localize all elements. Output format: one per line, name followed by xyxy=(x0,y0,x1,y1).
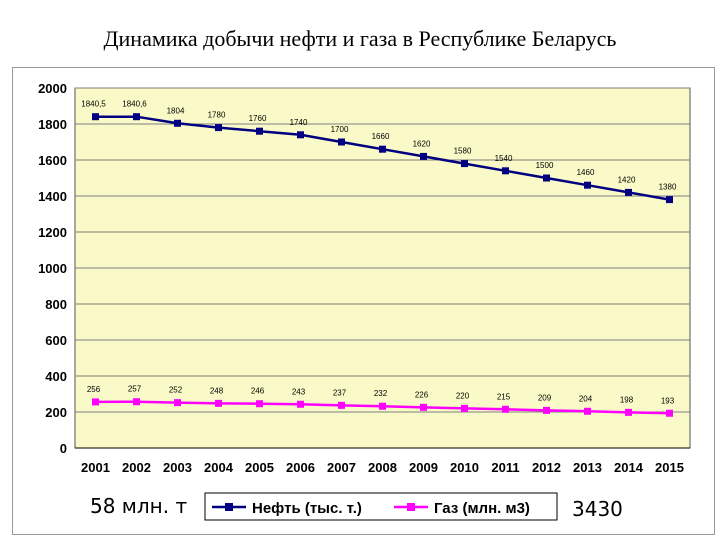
x-tick-label: 2014 xyxy=(614,460,644,475)
series-layer: 1840,5 1840,6 1804 1780 1760 1740 1700 1660 1620… xyxy=(81,100,677,417)
y-tick-label: 1000 xyxy=(38,261,67,276)
data-label: 246 xyxy=(251,387,265,396)
data-point xyxy=(666,196,673,204)
y-tick-label: 200 xyxy=(45,405,67,420)
data-point xyxy=(297,131,304,139)
data-point xyxy=(297,400,304,408)
data-point xyxy=(543,406,550,414)
data-point xyxy=(502,167,509,175)
data-point xyxy=(174,119,181,127)
x-tick-label: 2010 xyxy=(450,460,479,475)
data-label: 237 xyxy=(333,388,347,397)
data-label: 1420 xyxy=(618,175,636,184)
x-tick-label: 2011 xyxy=(491,460,519,475)
data-point xyxy=(625,408,632,416)
data-label: 1460 xyxy=(577,168,595,177)
data-point xyxy=(215,124,222,132)
y-tick-label: 1400 xyxy=(38,189,67,204)
legend-oil-label: Нефть (тыс. т.) xyxy=(252,500,362,517)
data-point xyxy=(256,127,263,135)
data-label: 248 xyxy=(210,386,224,395)
y-tick-label: 2000 xyxy=(38,81,67,96)
data-label: 220 xyxy=(456,391,470,400)
x-tick-label: 2013 xyxy=(573,460,602,475)
data-point xyxy=(256,400,263,408)
data-point xyxy=(379,402,386,410)
gas-total-note: 3430 xyxy=(572,497,623,521)
data-point xyxy=(174,399,181,407)
data-point xyxy=(461,160,468,168)
y-tick-label: 1200 xyxy=(38,225,67,240)
data-label: 1500 xyxy=(536,161,554,170)
data-point xyxy=(92,398,99,406)
data-label: 198 xyxy=(620,395,634,404)
data-label: 257 xyxy=(128,385,142,394)
data-point xyxy=(379,145,386,153)
data-point xyxy=(215,399,222,407)
data-label: 232 xyxy=(374,389,388,398)
data-label: 226 xyxy=(415,390,429,399)
x-tick-label: 2015 xyxy=(655,460,684,475)
x-tick-label: 2004 xyxy=(204,460,234,475)
oil-total-note: 58 млн. т xyxy=(90,494,188,518)
data-label: 1740 xyxy=(290,118,308,127)
legend-gas-marker xyxy=(407,503,415,511)
data-point xyxy=(666,409,673,417)
data-label: 209 xyxy=(538,393,552,402)
x-tick-label: 2012 xyxy=(532,460,561,475)
data-label: 1700 xyxy=(331,125,349,134)
data-label: 215 xyxy=(497,392,511,401)
x-tick-label: 2008 xyxy=(368,460,397,475)
legend: Нефть (тыс. т.) Газ (млн. м3) xyxy=(204,492,558,521)
data-point xyxy=(543,174,550,182)
data-point xyxy=(502,405,509,413)
y-tick-label: 400 xyxy=(45,369,67,384)
legend-gas-label: Газ (млн. м3) xyxy=(434,500,530,517)
page-title: Динамика добычи нефти и газа в Республик… xyxy=(103,26,617,51)
data-label: 252 xyxy=(169,386,183,395)
data-label: 243 xyxy=(292,387,306,396)
data-label: 204 xyxy=(579,394,593,403)
data-label: 1660 xyxy=(372,132,390,141)
y-tick-label: 0 xyxy=(60,441,67,456)
x-tick-label: 2005 xyxy=(245,460,274,475)
data-point xyxy=(133,113,140,121)
data-label: 1804 xyxy=(167,106,185,115)
data-label: 1620 xyxy=(413,139,431,148)
y-tick-label: 1800 xyxy=(38,117,67,132)
y-tick-label: 1600 xyxy=(38,153,67,168)
data-point xyxy=(584,407,591,415)
data-label: 1760 xyxy=(249,114,267,123)
x-tick-label: 2006 xyxy=(286,460,315,475)
data-label: 256 xyxy=(87,385,101,394)
data-label: 1840,6 xyxy=(122,100,147,109)
data-point xyxy=(420,152,427,160)
data-point xyxy=(625,188,632,196)
data-point xyxy=(338,401,345,409)
data-point xyxy=(461,404,468,412)
y-tick-label: 600 xyxy=(45,333,67,348)
x-tick-label: 2007 xyxy=(327,460,356,475)
data-point xyxy=(338,138,345,146)
data-point xyxy=(133,398,140,406)
x-axis-ticks: 2001 2002 2003 2004 2005 2006 2007 2008 2009 2010… xyxy=(81,460,684,475)
data-point xyxy=(584,181,591,189)
x-tick-label: 2003 xyxy=(163,460,192,475)
data-label: 193 xyxy=(661,396,675,405)
data-point xyxy=(92,113,99,121)
data-label: 1580 xyxy=(454,147,472,156)
data-label: 1380 xyxy=(659,183,677,192)
data-label: 1540 xyxy=(495,154,513,163)
legend-oil-marker xyxy=(225,503,233,511)
y-tick-label: 800 xyxy=(45,297,67,312)
data-label: 1780 xyxy=(208,111,226,120)
x-tick-label: 2001 xyxy=(81,460,110,475)
legend-box xyxy=(204,492,558,521)
x-tick-label: 2002 xyxy=(122,460,151,475)
y-axis-ticks: 0 200 400 600 800 1000 1200 1400 1600 1800 2000 xyxy=(38,81,67,456)
data-point xyxy=(420,403,427,411)
data-label: 1840,5 xyxy=(81,100,106,109)
x-tick-label: 2009 xyxy=(409,460,438,475)
